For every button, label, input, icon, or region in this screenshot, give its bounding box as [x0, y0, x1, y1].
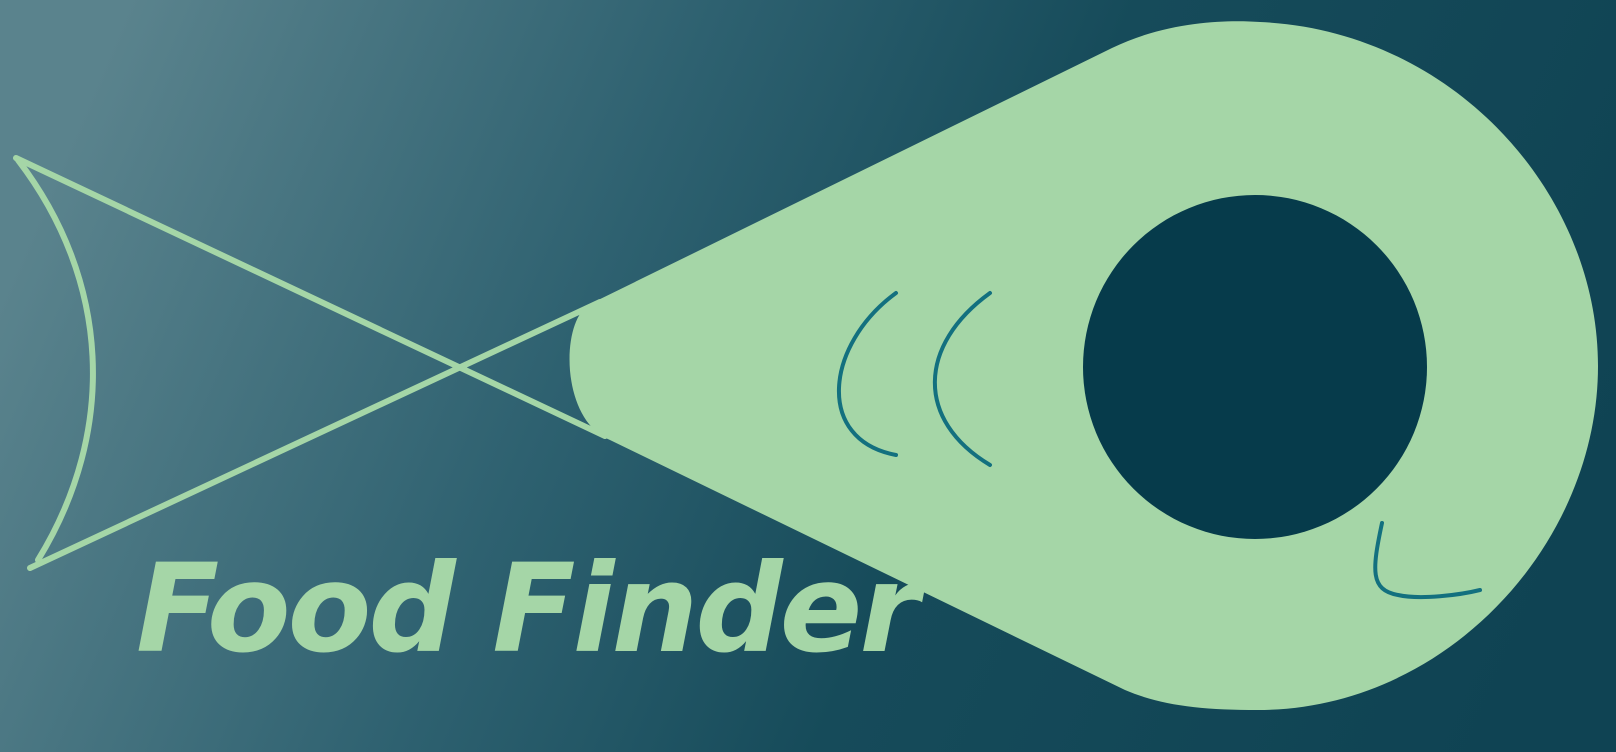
fish-mouth [1373, 521, 1482, 600]
fish-gills [836, 291, 992, 467]
logo-title: Food Finder [136, 538, 920, 680]
fish-eye [1083, 195, 1427, 539]
fish-tail [13, 155, 608, 571]
